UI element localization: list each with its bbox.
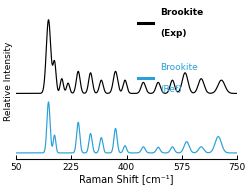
Text: Brookite: Brookite [160, 8, 203, 17]
X-axis label: Raman Shift [cm⁻¹]: Raman Shift [cm⁻¹] [79, 174, 174, 184]
Y-axis label: Relative Intensity: Relative Intensity [4, 42, 13, 121]
Text: (Ref): (Ref) [160, 85, 182, 94]
Text: (Exp): (Exp) [160, 29, 186, 38]
Text: Brookite: Brookite [160, 63, 198, 72]
